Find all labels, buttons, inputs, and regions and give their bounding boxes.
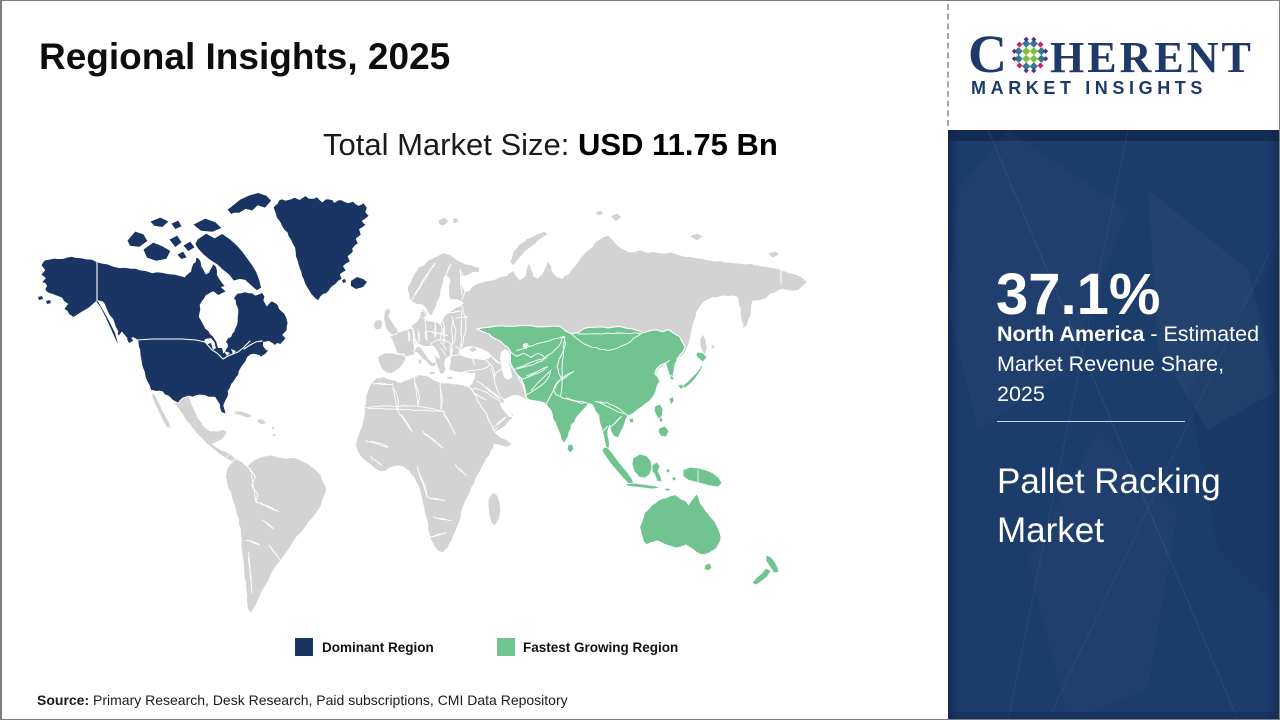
svg-text:C: C: [968, 24, 1007, 84]
svg-text:HERENT: HERENT: [1050, 33, 1254, 82]
svg-text:MARKET INSIGHTS: MARKET INSIGHTS: [971, 78, 1207, 98]
